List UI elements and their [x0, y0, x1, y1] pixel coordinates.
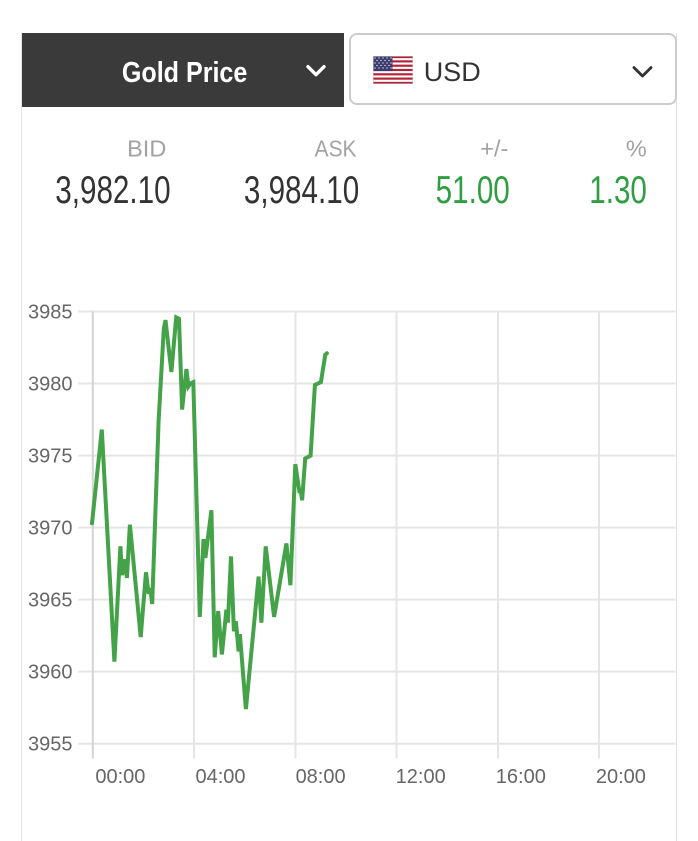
svg-text:3955: 3955 — [28, 734, 73, 756]
svg-text:3975: 3975 — [28, 446, 73, 468]
svg-text:+/-: +/- — [480, 135, 508, 161]
svg-text:3985: 3985 — [28, 302, 73, 324]
svg-text:51.00: 51.00 — [436, 169, 510, 212]
svg-text:Gold Price: Gold Price — [122, 55, 247, 88]
svg-text:16:00: 16:00 — [496, 766, 546, 788]
svg-text:1.30: 1.30 — [589, 169, 647, 212]
svg-text:08:00: 08:00 — [296, 766, 346, 788]
svg-text:00:00: 00:00 — [95, 766, 145, 788]
svg-text:3970: 3970 — [28, 518, 73, 540]
svg-text:ASK: ASK — [315, 135, 357, 161]
svg-text:3965: 3965 — [28, 590, 73, 612]
svg-text:%: % — [626, 135, 647, 161]
svg-text:12:00: 12:00 — [396, 766, 446, 788]
svg-text:20:00: 20:00 — [596, 766, 646, 788]
svg-text:3980: 3980 — [28, 374, 73, 396]
svg-text:3,982.10: 3,982.10 — [55, 169, 170, 212]
svg-text:BID: BID — [127, 135, 166, 161]
svg-text:04:00: 04:00 — [195, 766, 245, 788]
svg-text:USD: USD — [424, 57, 481, 87]
svg-text:3960: 3960 — [28, 662, 73, 684]
svg-text:3,984.10: 3,984.10 — [244, 169, 359, 212]
